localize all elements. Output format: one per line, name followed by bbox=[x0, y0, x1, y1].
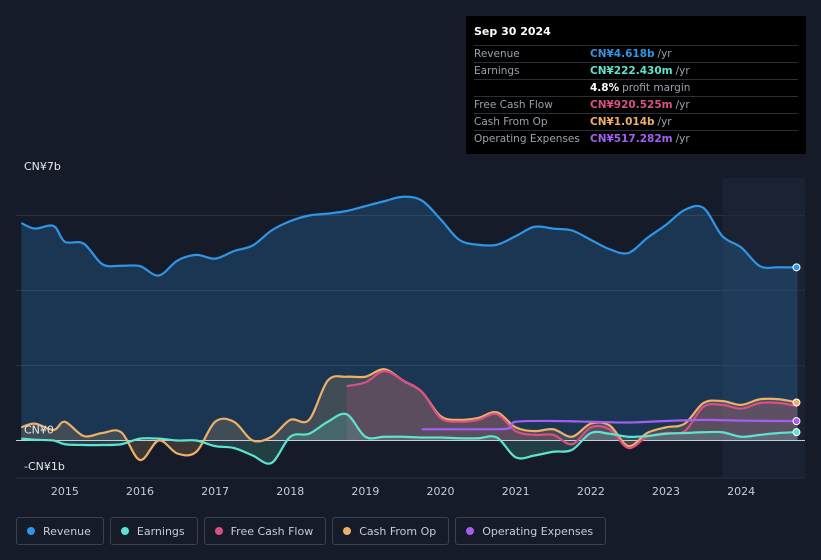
x-axis-tick-label: 2016 bbox=[126, 485, 154, 498]
tooltip-row-value: CN¥222.430m bbox=[590, 65, 673, 77]
tooltip-row: Earnings CN¥222.430m/yr bbox=[474, 62, 798, 79]
legend-dot-icon bbox=[343, 527, 352, 535]
y-axis-labels: CN¥7b CN¥0 -CN¥1b bbox=[24, 160, 65, 473]
tooltip-rows: Revenue CN¥4.618b/yr Earnings CN¥222.430m/y… bbox=[474, 45, 798, 147]
operating-expenses-line bbox=[421, 418, 798, 431]
series-lines bbox=[20, 195, 798, 465]
cash-from-op-end-marker bbox=[792, 398, 801, 407]
tooltip-row-label: Earnings bbox=[474, 65, 520, 77]
x-axis-ticks: 2015 2016 2017 2018 2019 2020 2021 2022 2023 2024 bbox=[51, 485, 755, 498]
x-axis-tick-label: 2017 bbox=[201, 485, 229, 498]
series-areas bbox=[21, 196, 798, 464]
revenue-end-marker bbox=[792, 263, 801, 272]
tooltip-row: Cash From Op CN¥1.014b/yr bbox=[474, 113, 798, 130]
legend-label: Cash From Op bbox=[359, 524, 437, 538]
legend-dot-icon bbox=[214, 527, 223, 535]
forecast-band bbox=[722, 178, 805, 478]
free-cash-flow-line bbox=[346, 370, 798, 450]
revenue-area bbox=[21, 196, 798, 441]
tooltip-row-label: Revenue bbox=[474, 48, 520, 60]
tooltip-row: 4.8% profit margin bbox=[474, 79, 798, 96]
legend-item-operating-expenses[interactable]: Operating Expenses bbox=[455, 517, 607, 545]
tooltip-row-unit: /yr bbox=[675, 65, 690, 77]
x-axis-tick-label: 2022 bbox=[577, 485, 605, 498]
y-axis-label: CN¥0 bbox=[24, 424, 54, 437]
tooltip-row: Free Cash Flow CN¥920.525m/yr bbox=[474, 96, 798, 113]
tooltip-row-value: CN¥920.525m bbox=[590, 99, 673, 111]
tooltip-row-value: CN¥517.282m bbox=[590, 133, 673, 145]
legend-item-cash-from-op[interactable]: Cash From Op bbox=[332, 517, 450, 545]
earnings-area bbox=[21, 413, 798, 464]
tooltip-row-value: CN¥1.014b bbox=[590, 116, 655, 128]
tooltip-row-label: Free Cash Flow bbox=[474, 99, 553, 111]
revenue-line bbox=[20, 195, 798, 277]
earnings-line bbox=[21, 412, 798, 465]
legend-dot-icon bbox=[120, 527, 129, 535]
tooltip-row: Operating Expenses CN¥517.282m/yr bbox=[474, 130, 798, 147]
chart-legend: Revenue Earnings Free Cash Flow Cash From O… bbox=[16, 517, 612, 545]
legend-label: Operating Expenses bbox=[482, 524, 594, 538]
legend-item-revenue[interactable]: Revenue bbox=[16, 517, 104, 545]
tooltip-row-value: CN¥4.618b bbox=[590, 48, 655, 60]
data-tooltip: Sep 30 2024 Revenue CN¥4.618b/yr Earnings C… bbox=[466, 16, 806, 154]
legend-item-earnings[interactable]: Earnings bbox=[109, 517, 198, 545]
x-axis-tick-label: 2023 bbox=[652, 485, 680, 498]
legend-label: Earnings bbox=[136, 524, 185, 538]
legend-label: Free Cash Flow bbox=[230, 524, 314, 538]
tooltip-row-label: Cash From Op bbox=[474, 116, 548, 128]
y-axis-label: -CN¥1b bbox=[24, 460, 65, 473]
gridlines bbox=[16, 215, 805, 479]
tooltip-row-value: 4.8% bbox=[590, 82, 620, 94]
x-axis-tick-label: 2019 bbox=[351, 485, 379, 498]
legend-label: Revenue bbox=[43, 524, 91, 538]
legend-dot-icon bbox=[27, 527, 35, 535]
legend-dot-icon bbox=[466, 527, 475, 535]
tooltip-row-unit: profit margin bbox=[622, 82, 691, 94]
tooltip-row-unit: /yr bbox=[675, 133, 690, 145]
tooltip-date: Sep 30 2024 bbox=[474, 25, 551, 38]
y-axis-label: CN¥7b bbox=[24, 160, 61, 173]
tooltip-row-label: Operating Expenses bbox=[474, 133, 580, 145]
tooltip-row-unit: /yr bbox=[675, 99, 690, 111]
tooltip-row-unit: /yr bbox=[657, 116, 672, 128]
operating-expenses-end-marker bbox=[792, 417, 801, 426]
tooltip-row-label bbox=[474, 80, 590, 96]
x-axis-tick-label: 2024 bbox=[727, 485, 755, 498]
x-axis-tick-label: 2018 bbox=[276, 485, 304, 498]
x-axis-tick-label: 2021 bbox=[502, 485, 530, 498]
x-axis-tick-label: 2015 bbox=[51, 485, 79, 498]
end-markers bbox=[792, 263, 801, 437]
cash-from-op-area bbox=[21, 369, 798, 461]
x-axis-tick-label: 2020 bbox=[427, 485, 455, 498]
tooltip-row: Revenue CN¥4.618b/yr bbox=[474, 45, 798, 62]
tooltip-row-unit: /yr bbox=[657, 48, 672, 60]
earnings-end-marker bbox=[792, 428, 801, 437]
legend-item-free-cash-flow[interactable]: Free Cash Flow bbox=[203, 517, 327, 545]
